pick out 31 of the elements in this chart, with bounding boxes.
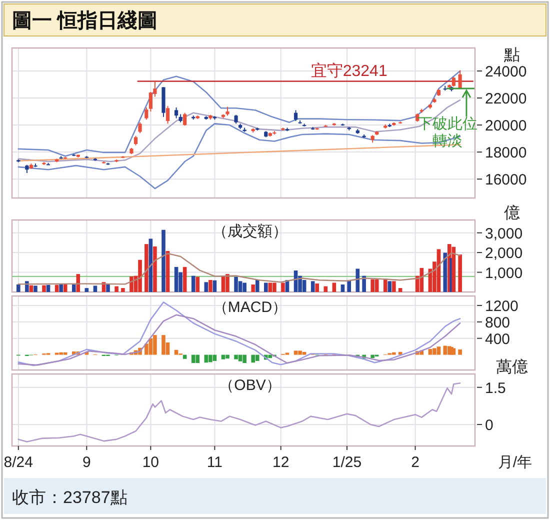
x-tick-label: 2 [411,454,420,471]
y-tick-label: 400 [485,330,510,348]
y-tick-label: 1.5 [485,380,506,397]
x-tick-label: 8/24 [4,454,33,471]
x-tick-label: 1/25 [332,454,362,471]
y-tick-label: 1,000 [485,264,523,282]
y-tick-label: 20000 [485,118,527,135]
y-axis-title: 億 [504,204,520,222]
y-tick-label: 18000 [485,144,527,162]
y-tick-label: 800 [485,314,510,332]
y-tick-label: 22000 [485,90,527,108]
y-tick-label: 3,000 [485,225,523,242]
chart-title: 圖一 恒指日綫圖 [12,9,158,32]
y-axis-title: 萬億 [496,358,528,376]
y-tick-label: 1200 [485,298,518,315]
y-tick-label: 24000 [485,63,527,80]
x-tick-label: 10 [142,454,160,471]
y-tick-label: 0 [485,416,494,434]
x-tick-label: 9 [82,454,91,471]
text: 收市：23787點 [12,488,128,507]
chart-title: （MACD） [212,299,288,316]
annotation: 下破此位 [417,116,478,133]
y-axis-title: 點 [503,47,520,64]
y-tick-label: 2,000 [485,245,523,262]
chart-title: （OBV） [219,377,281,394]
chart-title: （成交額） [212,223,288,240]
x-axis-title: 月/年 [498,454,532,471]
x-tick-label: 11 [206,454,222,471]
x-tick-label: 12 [272,454,290,471]
y-tick-label: 16000 [485,172,527,189]
annotation: 宜守23241 [310,62,388,80]
